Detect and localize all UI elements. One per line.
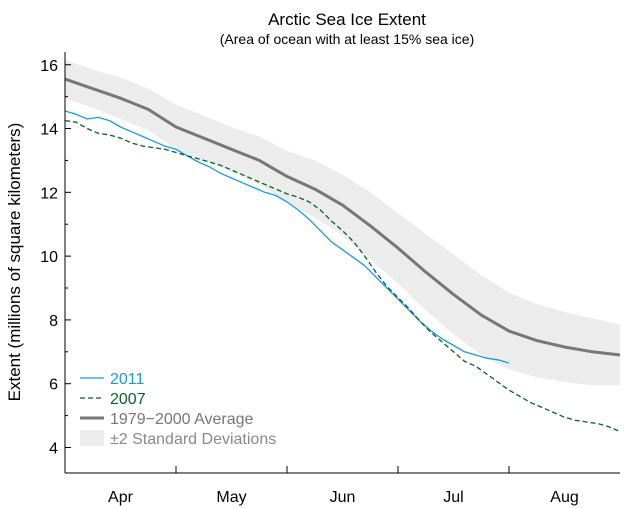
x-tick-label: Jun <box>330 489 356 506</box>
series-line-average <box>64 77 621 357</box>
x-tick-label: Aug <box>550 489 578 506</box>
std-dev-band <box>65 60 620 386</box>
legend-label: 1979−2000 Average <box>110 411 254 428</box>
y-tick-label: 12 <box>40 185 58 202</box>
legend-swatch <box>80 430 104 446</box>
series-line-2007 <box>64 119 621 433</box>
legend: 2011 2007 1979−2000 Average ±2 Standard Dev… <box>80 371 276 448</box>
x-ticks: Apr May Jun Jul Aug <box>108 466 579 506</box>
y-axis-label: Extent (millions of square kilometers) <box>5 123 24 402</box>
series-line-2011 <box>64 110 510 364</box>
y-ticks: 4 6 8 10 12 14 16 <box>40 58 71 457</box>
y-tick-label: 10 <box>40 249 58 266</box>
chart-title: Arctic Sea Ice Extent <box>268 10 426 29</box>
y-tick-label: 6 <box>49 377 58 394</box>
y-tick-label: 14 <box>40 122 58 139</box>
y-tick-label: 4 <box>49 440 58 457</box>
series-lines-layer <box>64 77 621 433</box>
y-tick-label: 8 <box>49 313 58 330</box>
x-tick-label: Apr <box>108 489 134 506</box>
legend-label: ±2 Standard Deviations <box>110 431 276 448</box>
chart-subtitle: (Area of ocean with at least 15% sea ice… <box>219 31 475 47</box>
x-tick-label: Jul <box>443 489 463 506</box>
std-dev-band-layer <box>65 60 620 386</box>
x-tick-label: May <box>216 489 246 506</box>
axes <box>64 52 620 474</box>
y-tick-label: 16 <box>40 58 58 75</box>
legend-label: 2007 <box>110 391 146 408</box>
legend-label: 2011 <box>110 371 145 388</box>
